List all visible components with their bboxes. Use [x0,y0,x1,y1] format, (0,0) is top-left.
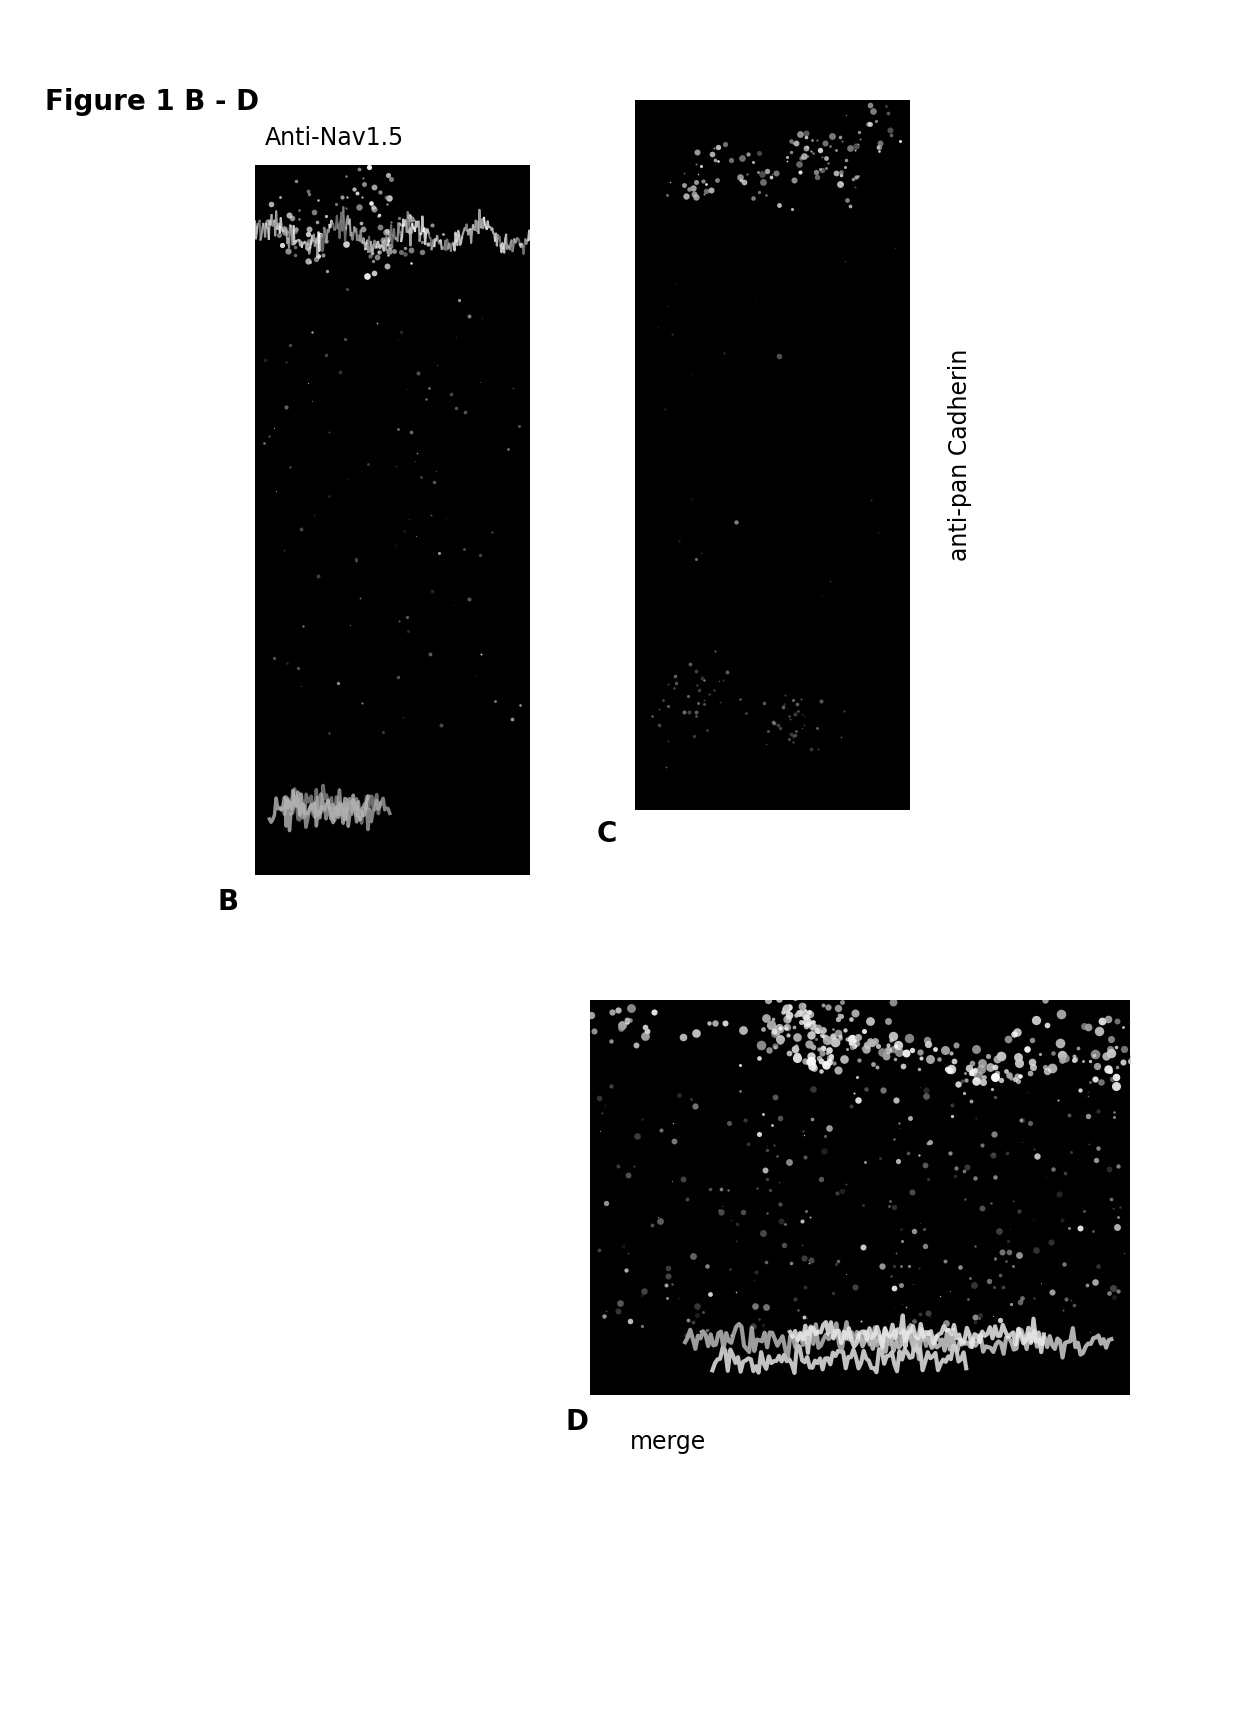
Text: B: B [218,888,239,915]
Text: Figure 1 B - D: Figure 1 B - D [45,87,259,117]
Text: merge: merge [630,1429,707,1453]
Text: C: C [596,819,618,848]
Text: anti-pan Cadherin: anti-pan Cadherin [949,350,972,560]
Text: D: D [565,1407,588,1436]
Text: Anti-Nav1.5: Anti-Nav1.5 [265,127,404,151]
